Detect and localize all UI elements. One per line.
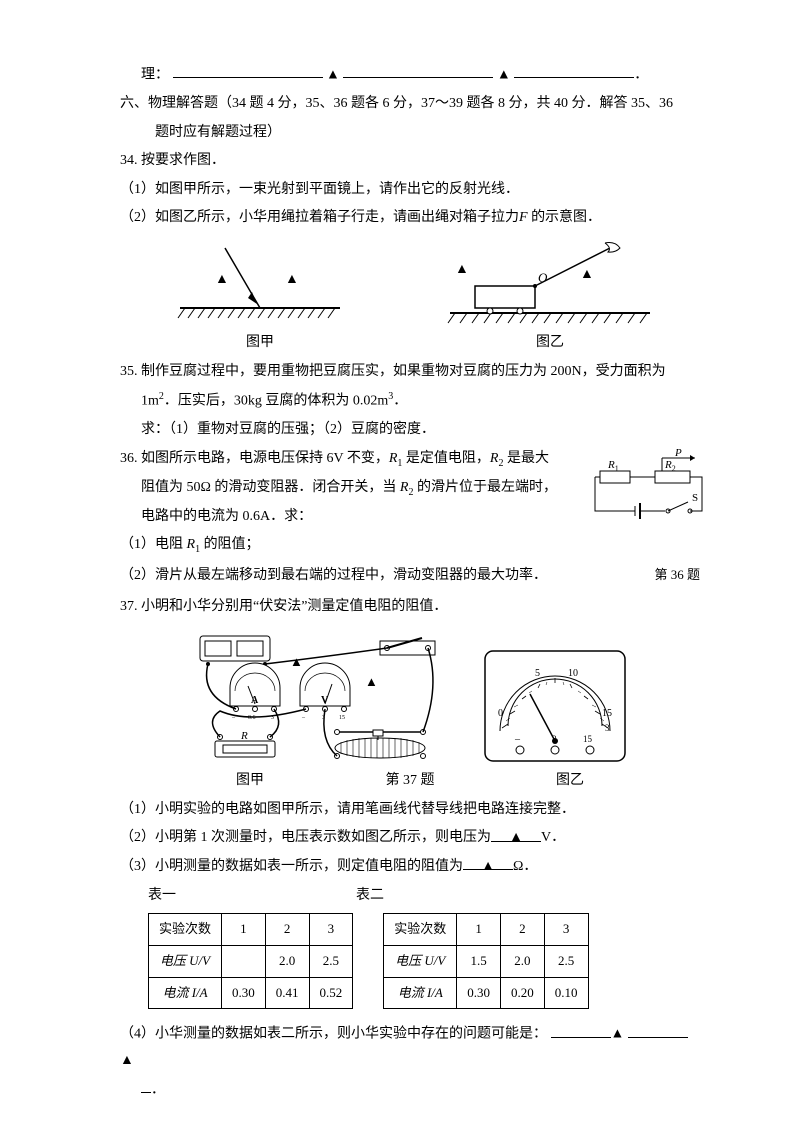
- q34-fig-a: ▲ ▲: [160, 238, 360, 328]
- q37-captions: 图甲 第 37 题 图乙: [120, 768, 700, 795]
- svg-text:3: 3: [552, 734, 557, 744]
- blank-mark: ▲: [497, 67, 511, 82]
- svg-text:15: 15: [339, 715, 345, 721]
- q37-fig-b: 0 5 10 15 3 – 3 15: [480, 646, 630, 766]
- reason-line: 理： ▲ ▲ ．: [120, 62, 700, 89]
- q36-caption: 第 36 题: [634, 563, 700, 588]
- q35-l3: 求：（1）重物对豆腐的压强；（2）豆腐的密度．: [120, 417, 700, 444]
- table-1: 实验次数123 电压 U/V2.02.5 电流 I/A0.300.410.52: [148, 913, 353, 1009]
- q34-p2: （2）如图乙所示，小华用绳拉着箱子行走，请画出绳对箱子拉力F 的示意图．: [120, 205, 700, 232]
- svg-text:A: A: [251, 695, 259, 706]
- q37-tables: 实验次数123 电压 U/V2.02.5 电流 I/A0.300.410.52 …: [148, 913, 700, 1009]
- q36-block: 36. 如图所示电路，电源电压保持 6V 不变，R1 是定值电阻，R2 是最大 …: [120, 446, 700, 592]
- q35-l2: 1m2．压实后，30kg 豆腐的体积为 0.02m3．: [120, 387, 700, 415]
- svg-text:▲: ▲: [285, 272, 299, 287]
- svg-text:0.6: 0.6: [248, 715, 256, 721]
- svg-text:15: 15: [602, 708, 612, 719]
- q37-p4: （4）小华测量的数据如表二所示，则小华实验中存在的问题可能是： ▲ ▲: [120, 1021, 700, 1075]
- svg-text:R1: R1: [607, 459, 619, 473]
- q36-circuit: P R1 R2 S: [590, 446, 710, 537]
- reason-prefix: 理：: [141, 67, 169, 82]
- q34-stem: 34. 按要求作图．: [120, 148, 700, 175]
- svg-text:▲: ▲: [290, 654, 303, 669]
- q37-p3: （3）小明测量的数据如表一所示，则定值电阻的阻值为▲Ω．: [120, 854, 700, 881]
- svg-text:–: –: [514, 734, 521, 745]
- svg-text:R2: R2: [664, 459, 676, 473]
- table-2: 实验次数123 电压 U/V1.52.02.5 电流 I/A0.300.200.…: [383, 913, 588, 1009]
- svg-text:▲: ▲: [580, 267, 594, 282]
- svg-text:5: 5: [535, 668, 540, 679]
- svg-text:3: 3: [605, 723, 610, 733]
- q36-p2: （2）滑片从最左端移动到最右端的过程中，滑动变阻器的最大功率．: [120, 563, 547, 590]
- svg-text:–: –: [301, 715, 306, 721]
- q34-figures: ▲ ▲ O ▲ ▲: [120, 238, 700, 328]
- q37-p4-cont: ．: [120, 1077, 700, 1104]
- svg-text:▲: ▲: [365, 674, 378, 689]
- section-6-title-b: 题时应有解题过程）: [120, 120, 700, 147]
- svg-text:0: 0: [498, 708, 503, 719]
- blank[interactable]: [173, 62, 323, 78]
- svg-text:V: V: [321, 695, 329, 706]
- blank-mark: ▲: [326, 67, 340, 82]
- q34-captions: 图甲 图乙: [120, 330, 700, 357]
- svg-text:P: P: [674, 447, 682, 459]
- svg-text:15: 15: [583, 734, 593, 744]
- q37-stem: 37. 小明和小华分别用“伏安法”测量定值电阻的阻值．: [120, 594, 700, 621]
- q37-figures: A – 0.6 3 V – 3 15 R: [120, 626, 700, 766]
- svg-text:S: S: [692, 492, 698, 504]
- q35-l1: 35. 制作豆腐过程中，要用重物把豆腐压实，如果重物对豆腐的压力为 200N，受…: [120, 359, 700, 386]
- svg-text:O: O: [538, 270, 548, 285]
- table-captions: 表一 表二: [148, 883, 700, 910]
- svg-text:10: 10: [568, 668, 578, 679]
- q34-p1: （1）如图甲所示，一束光射到平面镜上，请作出它的反射光线．: [120, 177, 700, 204]
- q37-p2: （2）小明第 1 次测量时，电压表示数如图乙所示，则电压为▲V．: [120, 825, 700, 852]
- blank[interactable]: [343, 62, 493, 78]
- svg-text:▲: ▲: [455, 262, 469, 277]
- svg-text:▲: ▲: [215, 272, 229, 287]
- svg-text:R: R: [240, 730, 248, 742]
- blank[interactable]: [514, 62, 634, 78]
- section-6-title: 六、物理解答题（34 题 4 分，35、36 题各 6 分，37～39 题各 8…: [120, 91, 700, 118]
- q34-fig-b: O ▲ ▲: [440, 238, 660, 328]
- q37-fig-a: A – 0.6 3 V – 3 15 R: [190, 626, 450, 766]
- q37-p1: （1）小明实验的电路如图甲所示，请用笔画线代替导线把电路连接完整．: [120, 797, 700, 824]
